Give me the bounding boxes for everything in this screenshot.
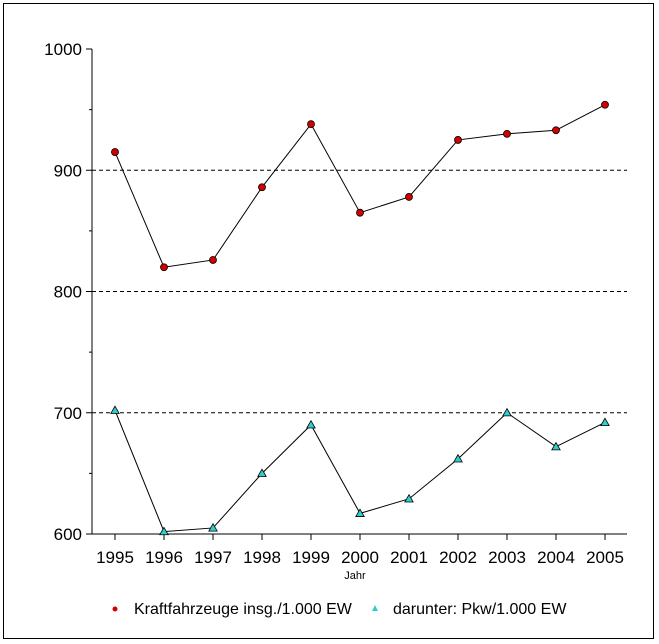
data-point-2-2003: [502, 407, 512, 417]
data-point-2-2005: [600, 417, 610, 427]
x-tick-label-2000: 2000: [341, 548, 379, 567]
y-tick-label-1000: 1000: [44, 40, 82, 59]
y-tick-label-700: 700: [54, 404, 82, 423]
legend-label-1: Kraftfahrzeuge insg./1.000 EW: [134, 601, 353, 618]
data-point-2-2001: [404, 493, 414, 503]
data-point-1-1997: [209, 256, 217, 264]
chart-frame: [3, 3, 654, 639]
x-tick-label-2002: 2002: [439, 548, 477, 567]
series-1: [111, 100, 609, 272]
x-axis-title: Jahr: [344, 570, 366, 582]
data-point-1-2001: [405, 193, 413, 201]
data-point-2-1999: [306, 419, 316, 429]
data-point-2-2000: [355, 508, 365, 517]
data-point-1-2003: [503, 129, 511, 138]
data-point-1-2005: [601, 100, 609, 109]
series-line-1: [114, 104, 606, 268]
series-group: [110, 100, 610, 536]
data-point-2-2004: [551, 441, 561, 451]
x-tick-label-1998: 1998: [243, 548, 281, 567]
x-tick-label-1999: 1999: [292, 548, 330, 567]
y-tick-label-900: 900: [54, 161, 82, 180]
x-tick-label-1996: 1996: [145, 548, 183, 567]
data-point-1-1996: [160, 263, 168, 272]
legend: Kraftfahrzeuge insg./1.000 EW darunter: P…: [112, 601, 567, 618]
legend-marker-2: [372, 605, 378, 611]
x-tick-label-2003: 2003: [488, 548, 526, 567]
y-tick-label-800: 800: [54, 283, 82, 302]
x-tick-label-1997: 1997: [194, 548, 232, 567]
legend-label-2: darunter: Pkw/1.000 EW: [393, 601, 567, 618]
data-point-2-1997: [208, 522, 218, 532]
x-tick-label-2004: 2004: [537, 548, 575, 567]
data-point-2-1995: [110, 405, 120, 414]
y-tick-label-600: 600: [54, 525, 82, 544]
data-point-1-1995: [111, 148, 119, 156]
series-2: [110, 405, 610, 536]
axes: 600 700 800 900 1000 1995 1996 1997 1998 1999 2000…: [44, 40, 627, 567]
x-tick-label-2005: 2005: [586, 548, 624, 567]
data-point-1-2002: [454, 136, 462, 144]
data-point-2-1996: [159, 526, 169, 536]
grid-lines: [92, 169, 627, 414]
x-tick-label-1995: 1995: [96, 548, 134, 567]
legend-marker-1: [112, 606, 118, 612]
data-point-1-2004: [552, 126, 560, 135]
data-point-1-2000: [356, 208, 364, 217]
data-point-2-1998: [257, 468, 267, 477]
data-point-1-1998: [258, 183, 266, 192]
data-point-2-2002: [453, 453, 463, 463]
x-tick-label-2001: 2001: [390, 548, 428, 567]
data-point-1-1999: [307, 120, 315, 129]
